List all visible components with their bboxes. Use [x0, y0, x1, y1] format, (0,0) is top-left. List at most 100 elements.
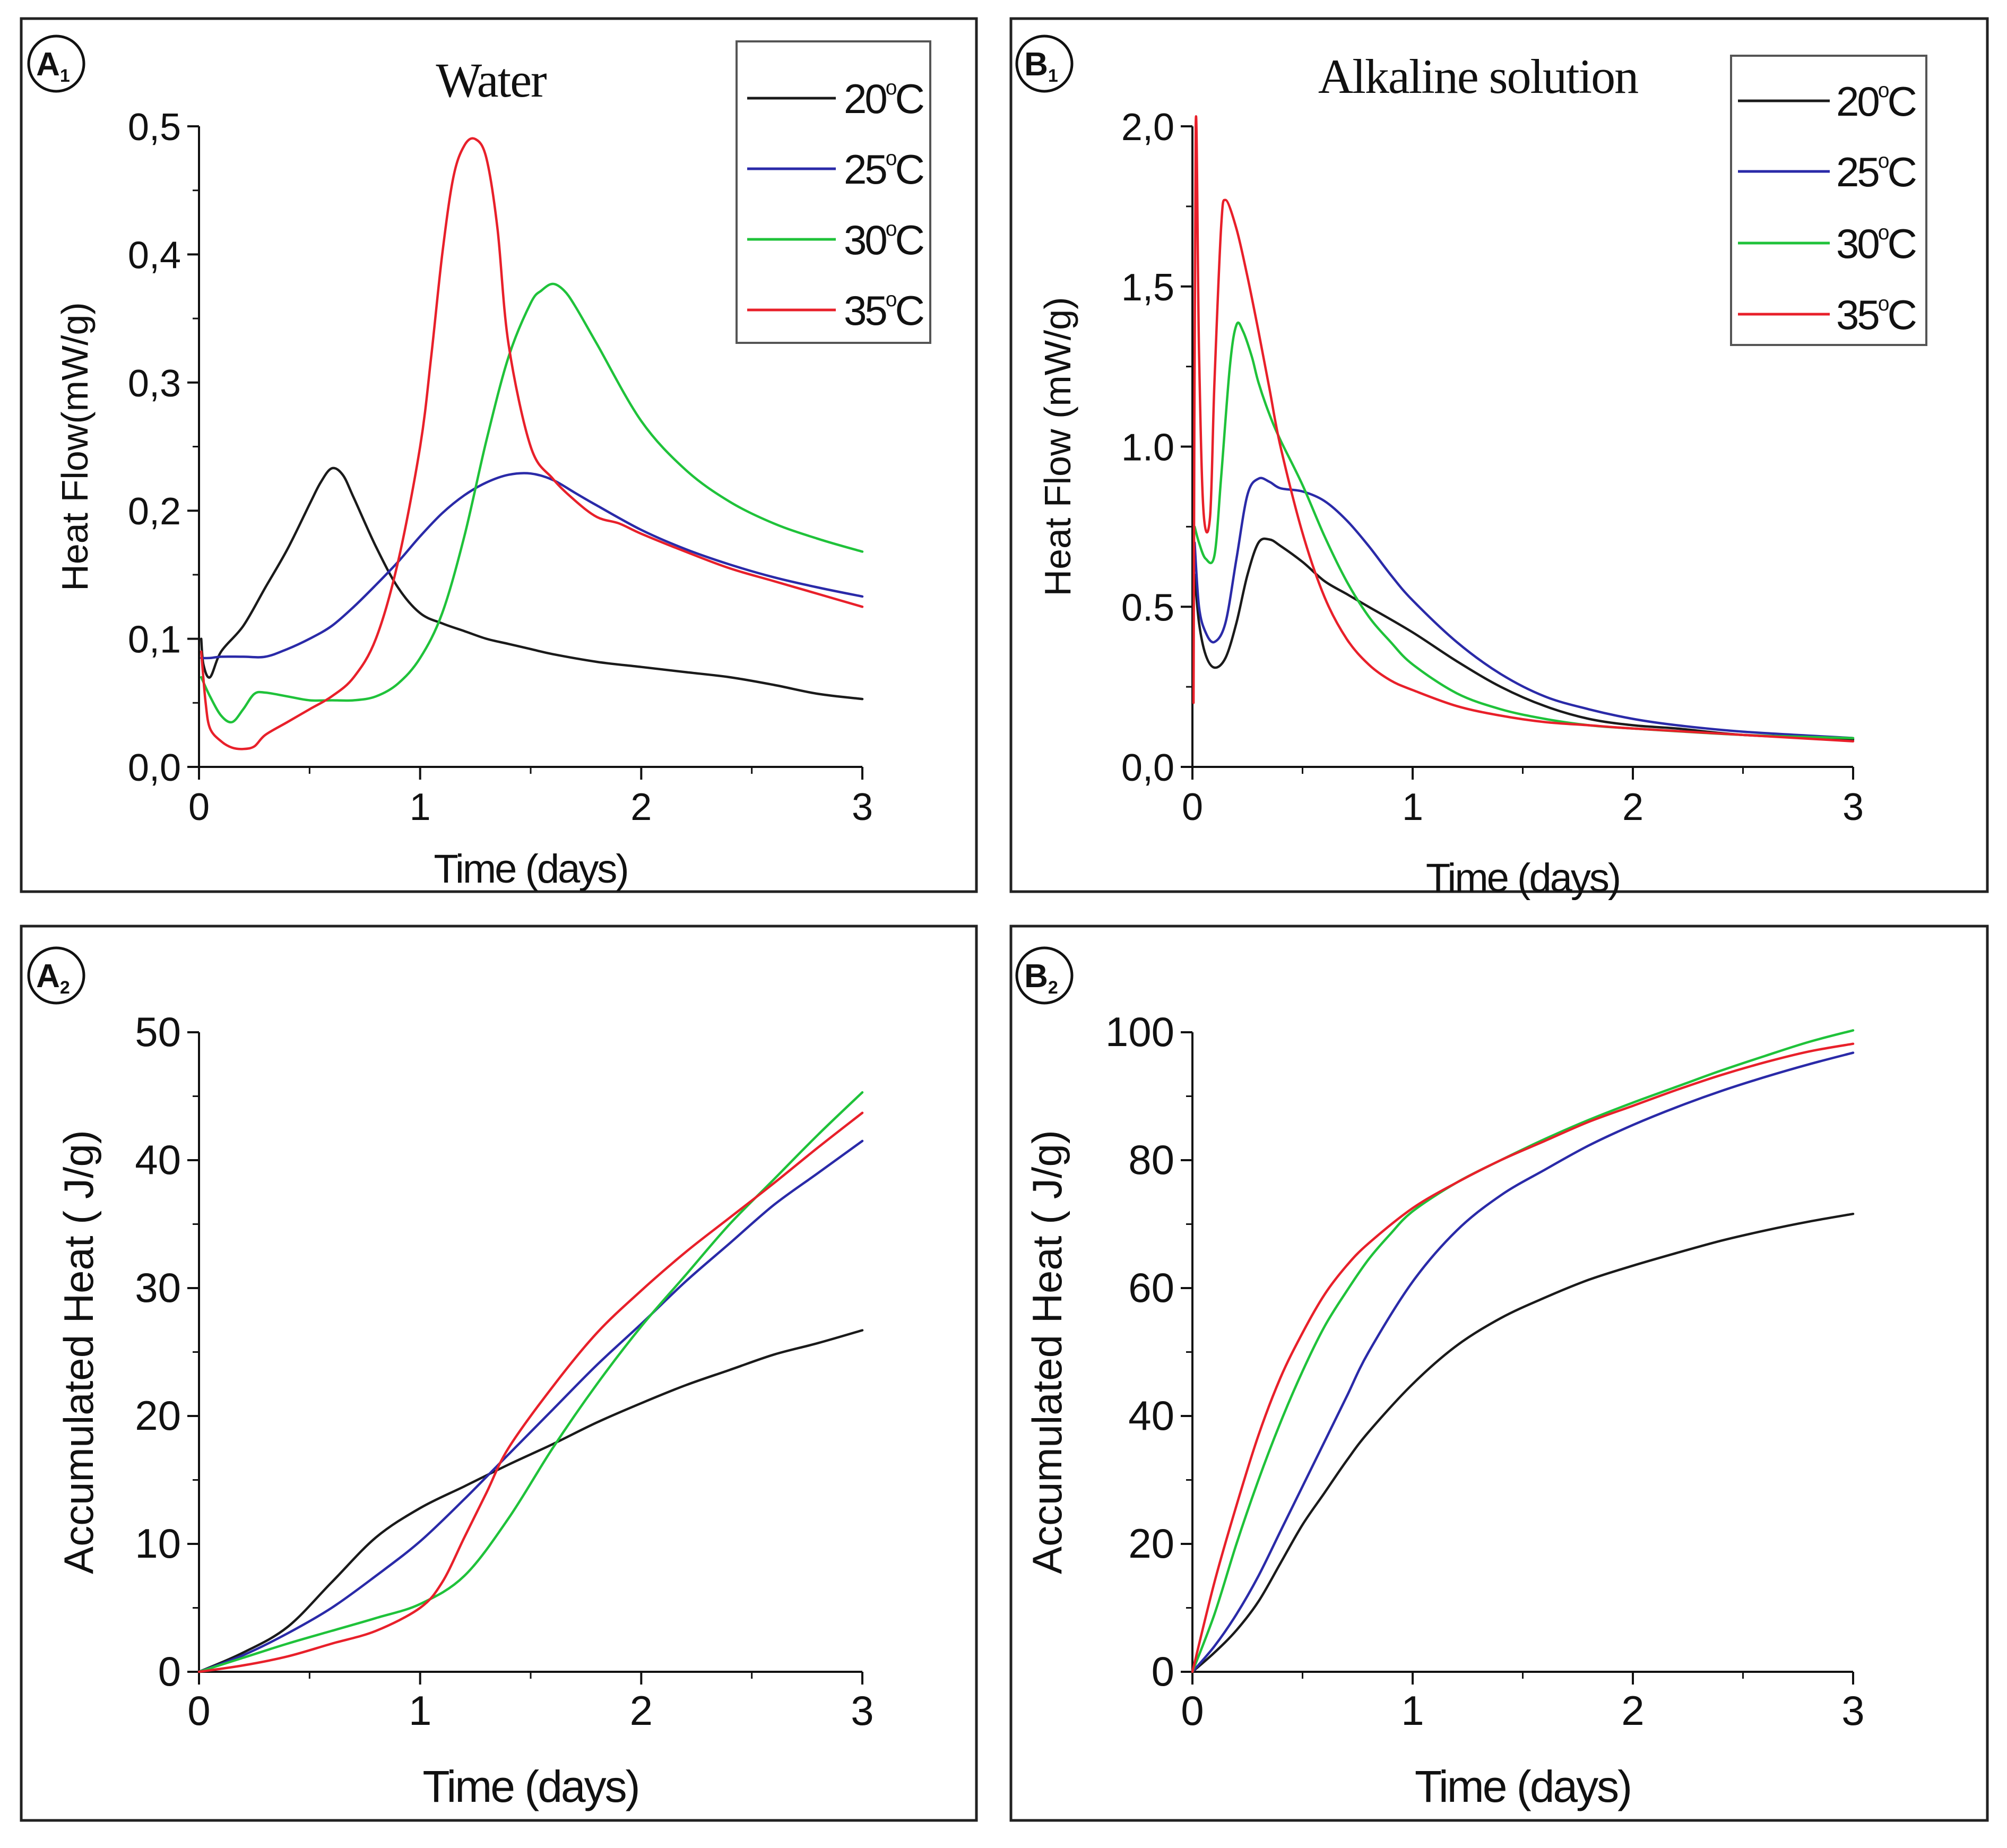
x-tick-label: 1	[409, 1687, 431, 1734]
legend-label-number: 25	[1836, 149, 1879, 195]
panel-frame	[20, 925, 978, 1822]
badge-subscript: 2	[60, 978, 70, 998]
y-tick-label: 0	[1152, 1648, 1174, 1695]
series-line-25c	[1193, 477, 1855, 739]
series-group	[1192, 115, 1855, 742]
series-line-20c	[200, 467, 864, 701]
series-group	[197, 1091, 864, 1673]
legend-label-number: 35	[844, 287, 886, 334]
y-tick-label: 0,1	[128, 619, 181, 661]
legend-label: 35oC	[844, 287, 923, 334]
badge-letter: A	[36, 46, 60, 83]
chart-title: Alkaline solution	[1318, 49, 1638, 103]
y-tick-label: 40	[135, 1136, 181, 1183]
legend: 20oC 25oC 30oC 35oC	[736, 40, 931, 344]
legend-label-unit: C	[1887, 220, 1916, 267]
y-tick-label: 50	[135, 1008, 181, 1055]
badge-label: A2	[36, 958, 70, 998]
legend-label-number: 20	[1836, 78, 1879, 125]
series-line-30c	[197, 1091, 864, 1673]
panel-frame	[20, 17, 978, 893]
y-tick-label: 0,2	[128, 490, 181, 533]
x-tick-label: 3	[852, 786, 873, 828]
x-tick-label: 0	[1182, 786, 1203, 828]
x-tick-label: 0	[1181, 1687, 1204, 1734]
legend-label: 20oC	[1836, 78, 1916, 125]
badge-label: A1	[36, 46, 70, 86]
y-tick-label: 1,5	[1121, 266, 1174, 309]
legend-label: 35oC	[1836, 291, 1916, 338]
badge-letter: B	[1024, 958, 1048, 995]
panel-badge: A1	[27, 34, 85, 93]
y-tick-label: 60	[1128, 1264, 1174, 1311]
y-tick-label: 30	[135, 1264, 181, 1311]
y-tick-label: 40	[1128, 1392, 1174, 1439]
legend-label-number: 20	[844, 75, 886, 122]
chart-title: Water	[436, 53, 547, 107]
series-line-30c	[1193, 321, 1855, 739]
y-tick-label: 0,3	[128, 362, 181, 405]
legend-label-number: 25	[844, 146, 886, 193]
x-tick-label: 2	[1622, 786, 1643, 828]
panel-frame	[1009, 925, 1989, 1822]
x-tick-label: 2	[1621, 1687, 1644, 1734]
x-tick-label: 3	[1842, 786, 1864, 828]
x-tick-label: 0	[187, 1687, 210, 1734]
panel-badge: B2	[1015, 946, 1074, 1005]
y-axis-label: Heat Flow (mW/g)	[1037, 297, 1078, 597]
legend-label: 30oC	[844, 217, 923, 263]
series-group	[200, 137, 864, 750]
y-tick-label: 0,4	[128, 234, 181, 277]
y-tick-label: 0	[158, 1648, 181, 1695]
badge-label: B1	[1024, 46, 1058, 86]
legend-label-unit: C	[895, 217, 923, 263]
badge-label: B2	[1024, 958, 1058, 998]
y-axis-label: Accumulated Heat ( J/g)	[55, 1130, 102, 1574]
series-line-25c	[197, 1139, 864, 1673]
badge-letter: A	[36, 958, 60, 995]
x-axis-label: Time (days)	[422, 1761, 638, 1811]
y-tick-label: 20	[135, 1392, 181, 1439]
x-tick-label: 1	[1402, 786, 1423, 828]
series-line-25c	[1191, 1051, 1855, 1673]
series-group	[1191, 1029, 1855, 1673]
y-tick-label: 100	[1105, 1008, 1174, 1055]
panel-badge: A2	[27, 946, 85, 1005]
series-line-20c	[1191, 1212, 1855, 1673]
y-tick-label: 10	[135, 1520, 181, 1567]
legend-label: 25oC	[844, 146, 923, 193]
badge-letter: B	[1024, 46, 1048, 83]
legend-label-number: 35	[1836, 291, 1879, 338]
y-tick-label: 0.5	[1121, 586, 1174, 629]
series-line-35c	[1192, 115, 1855, 742]
badge-circle	[1015, 946, 1074, 1005]
series-line-35c	[197, 1111, 864, 1673]
legend-label: 25oC	[1836, 149, 1916, 195]
legend-label-unit: C	[895, 75, 923, 122]
legend-label-number: 30	[844, 217, 886, 263]
y-tick-label: 0,0	[128, 747, 181, 789]
x-axis-label: Time (days)	[434, 847, 627, 892]
y-tick-label: 20	[1128, 1520, 1174, 1567]
legend-box	[736, 40, 931, 344]
series-line-25c	[200, 472, 864, 660]
y-axis-label: Accumulated Heat ( J/g)	[1024, 1130, 1070, 1574]
legend-label-unit: C	[1887, 291, 1916, 338]
series-line-30c	[1191, 1029, 1855, 1673]
badge-subscript: 2	[1048, 978, 1058, 998]
x-tick-label: 3	[1841, 1687, 1864, 1734]
legend-label: 30oC	[1836, 220, 1916, 267]
y-tick-label: 2,0	[1121, 106, 1174, 149]
y-axis-label: Heat Flow(mW/g)	[54, 302, 96, 591]
legend-label-unit: C	[895, 146, 923, 193]
legend-label: 20oC	[844, 75, 923, 122]
series-line-20c	[197, 1329, 864, 1673]
panel-frame	[1009, 17, 1989, 893]
series-line-35c	[1191, 1042, 1855, 1673]
y-tick-label: 1.0	[1121, 427, 1174, 469]
y-tick-label: 0,0	[1121, 747, 1174, 789]
x-tick-label: 2	[630, 786, 652, 828]
